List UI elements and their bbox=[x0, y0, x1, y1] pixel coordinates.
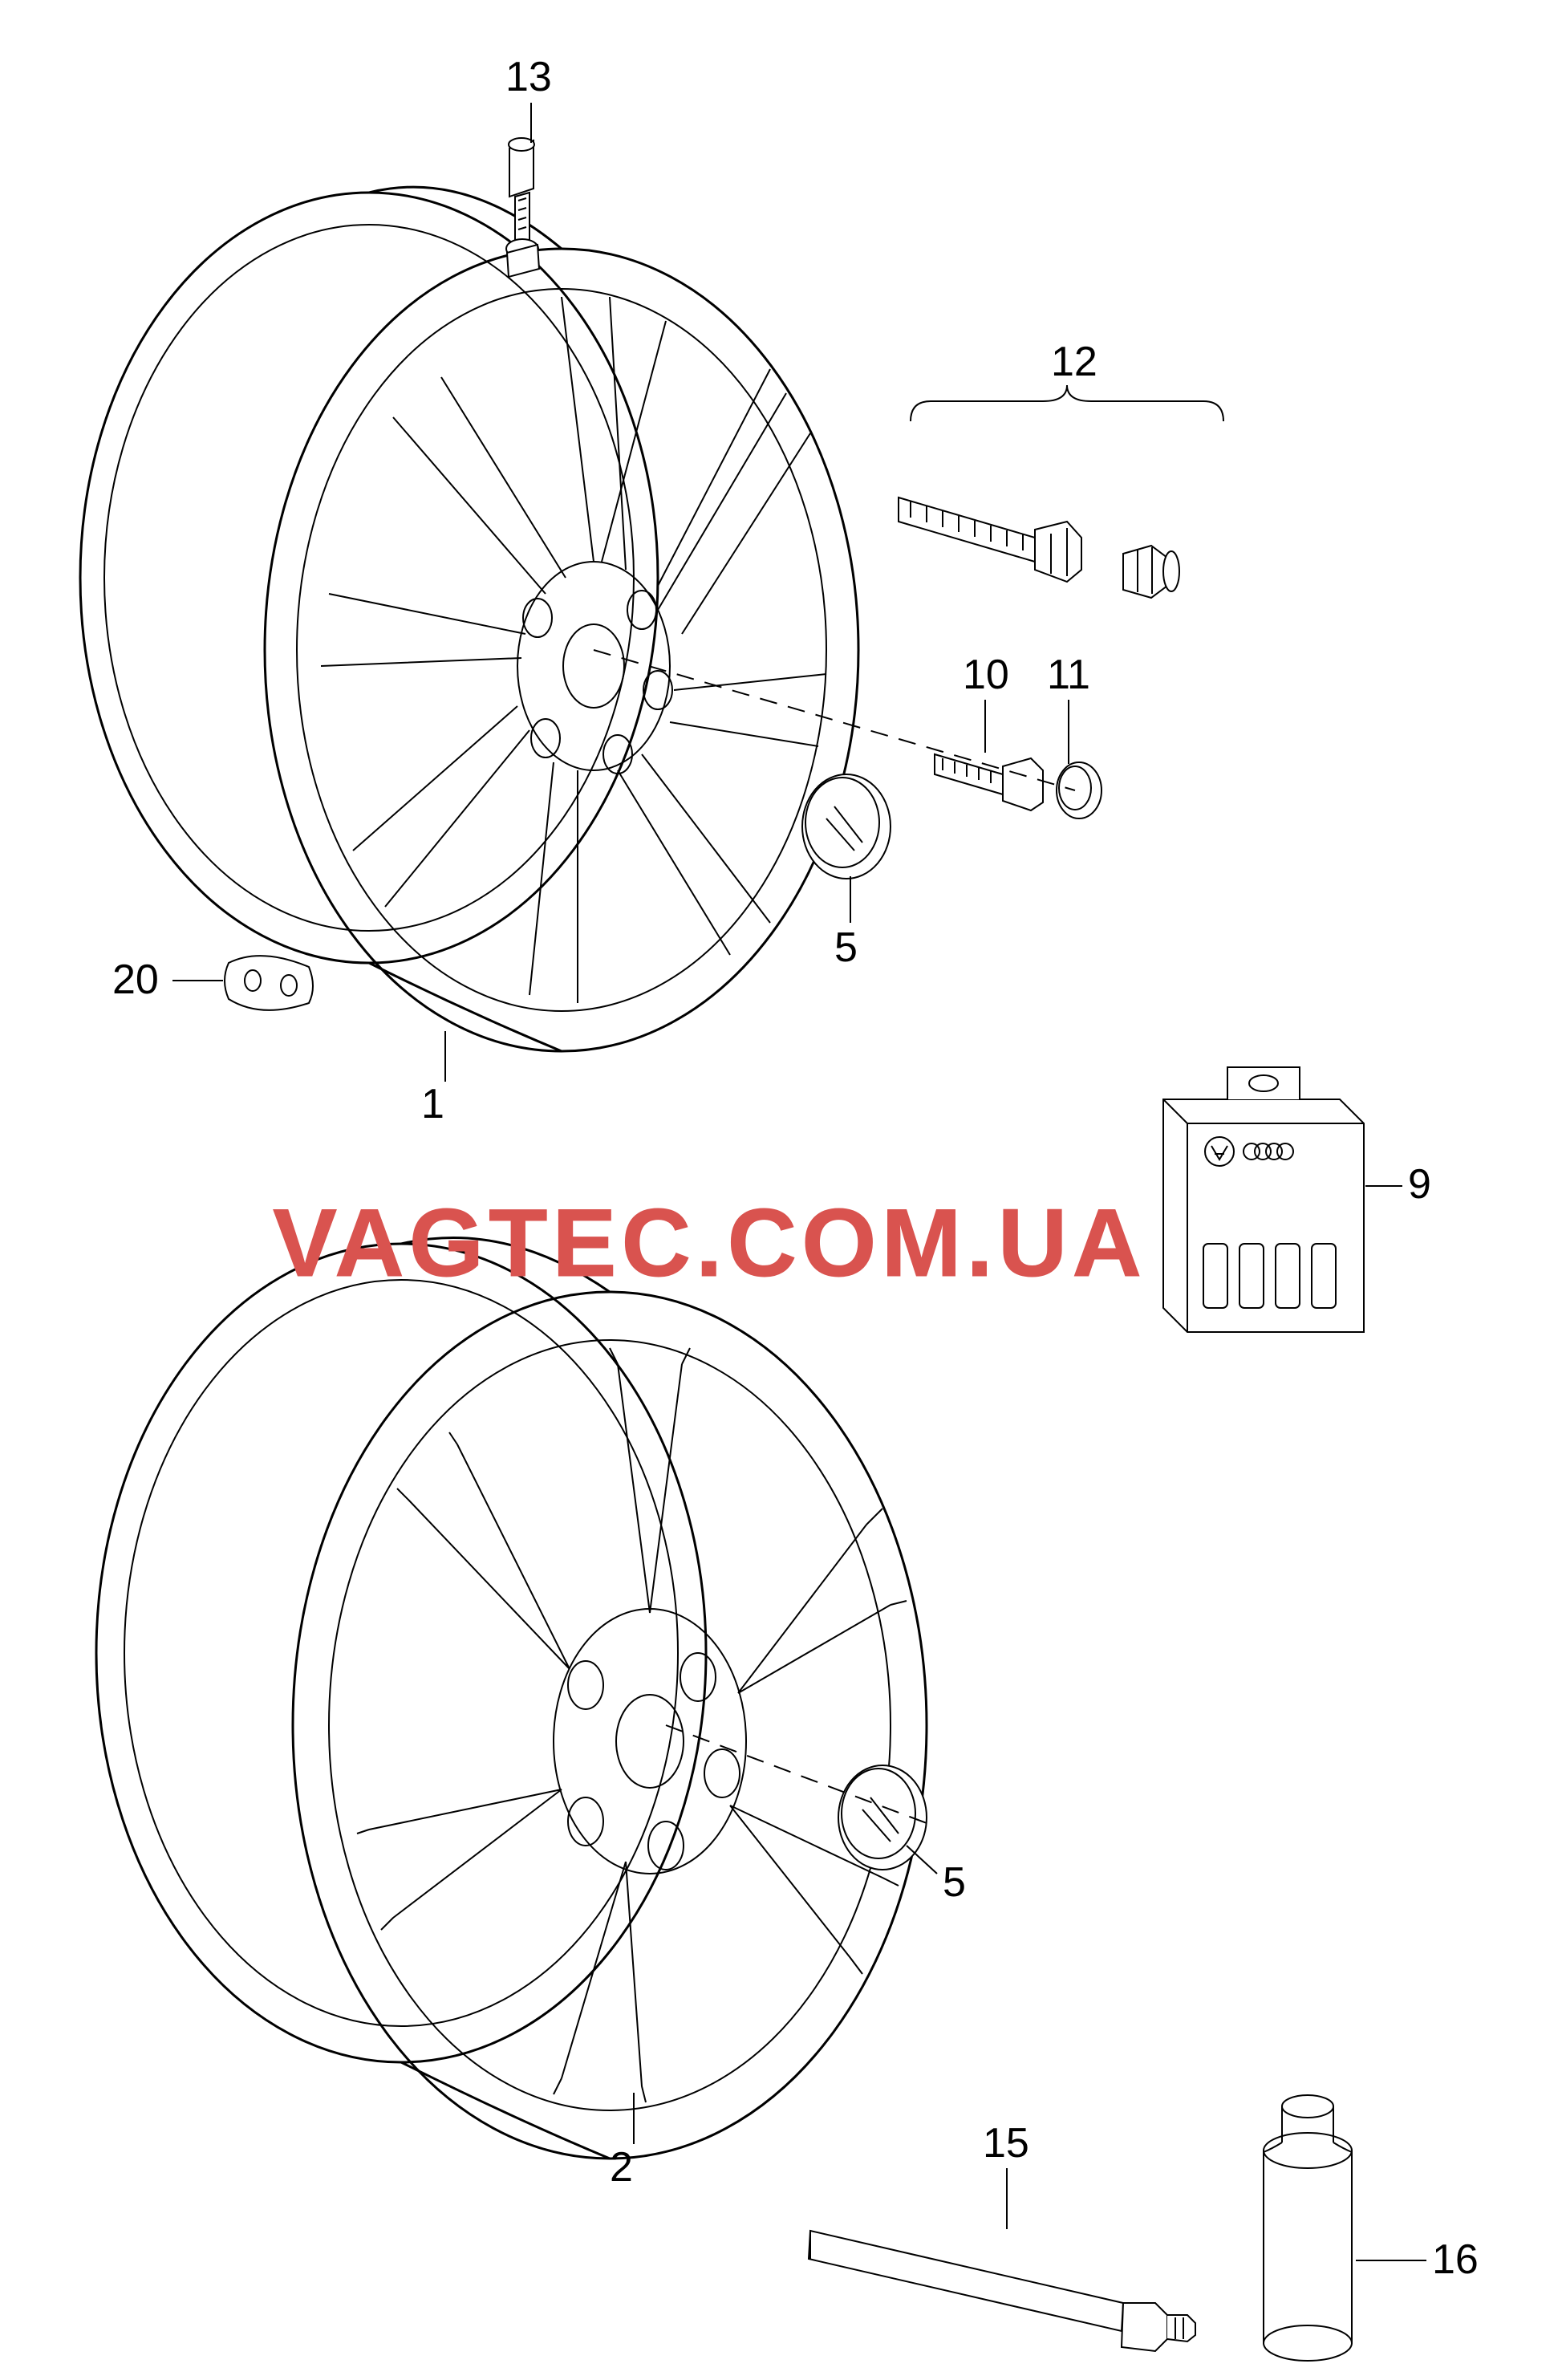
wheel-bolt bbox=[935, 754, 1102, 818]
wheel-top bbox=[80, 187, 858, 1051]
label-11: 11 bbox=[1047, 654, 1090, 696]
label-10: 10 bbox=[963, 654, 1009, 696]
bolt-set-12 bbox=[899, 385, 1223, 598]
label-5-bottom: 5 bbox=[943, 1862, 966, 1903]
label-2: 2 bbox=[610, 2146, 633, 2188]
label-9: 9 bbox=[1408, 1164, 1431, 1205]
label-13: 13 bbox=[505, 56, 552, 98]
paste-tube bbox=[809, 2231, 1195, 2351]
valve bbox=[506, 138, 539, 277]
wheel-bottom bbox=[96, 1238, 927, 2159]
hub-cap-bottom bbox=[838, 1765, 927, 1870]
leader-lines bbox=[172, 103, 1426, 2260]
label-20: 20 bbox=[112, 959, 159, 1001]
label-15: 15 bbox=[983, 2122, 1029, 2164]
spray-can bbox=[1264, 2095, 1352, 2361]
diagram-stage: VAGTEC.COM.UA 1 2 5 5 9 10 11 12 13 15 1… bbox=[0, 0, 1562, 2380]
cap-box bbox=[1163, 1067, 1364, 1332]
watermark-text: VAGTEC.COM.UA bbox=[273, 1189, 1146, 1297]
watermark: VAGTEC.COM.UA bbox=[273, 1188, 1146, 1298]
balance-weight bbox=[225, 956, 313, 1010]
label-12: 12 bbox=[1051, 341, 1097, 383]
hub-cap-top bbox=[802, 774, 891, 879]
label-1: 1 bbox=[421, 1083, 444, 1125]
label-5-top: 5 bbox=[834, 927, 858, 969]
label-16: 16 bbox=[1432, 2239, 1479, 2280]
